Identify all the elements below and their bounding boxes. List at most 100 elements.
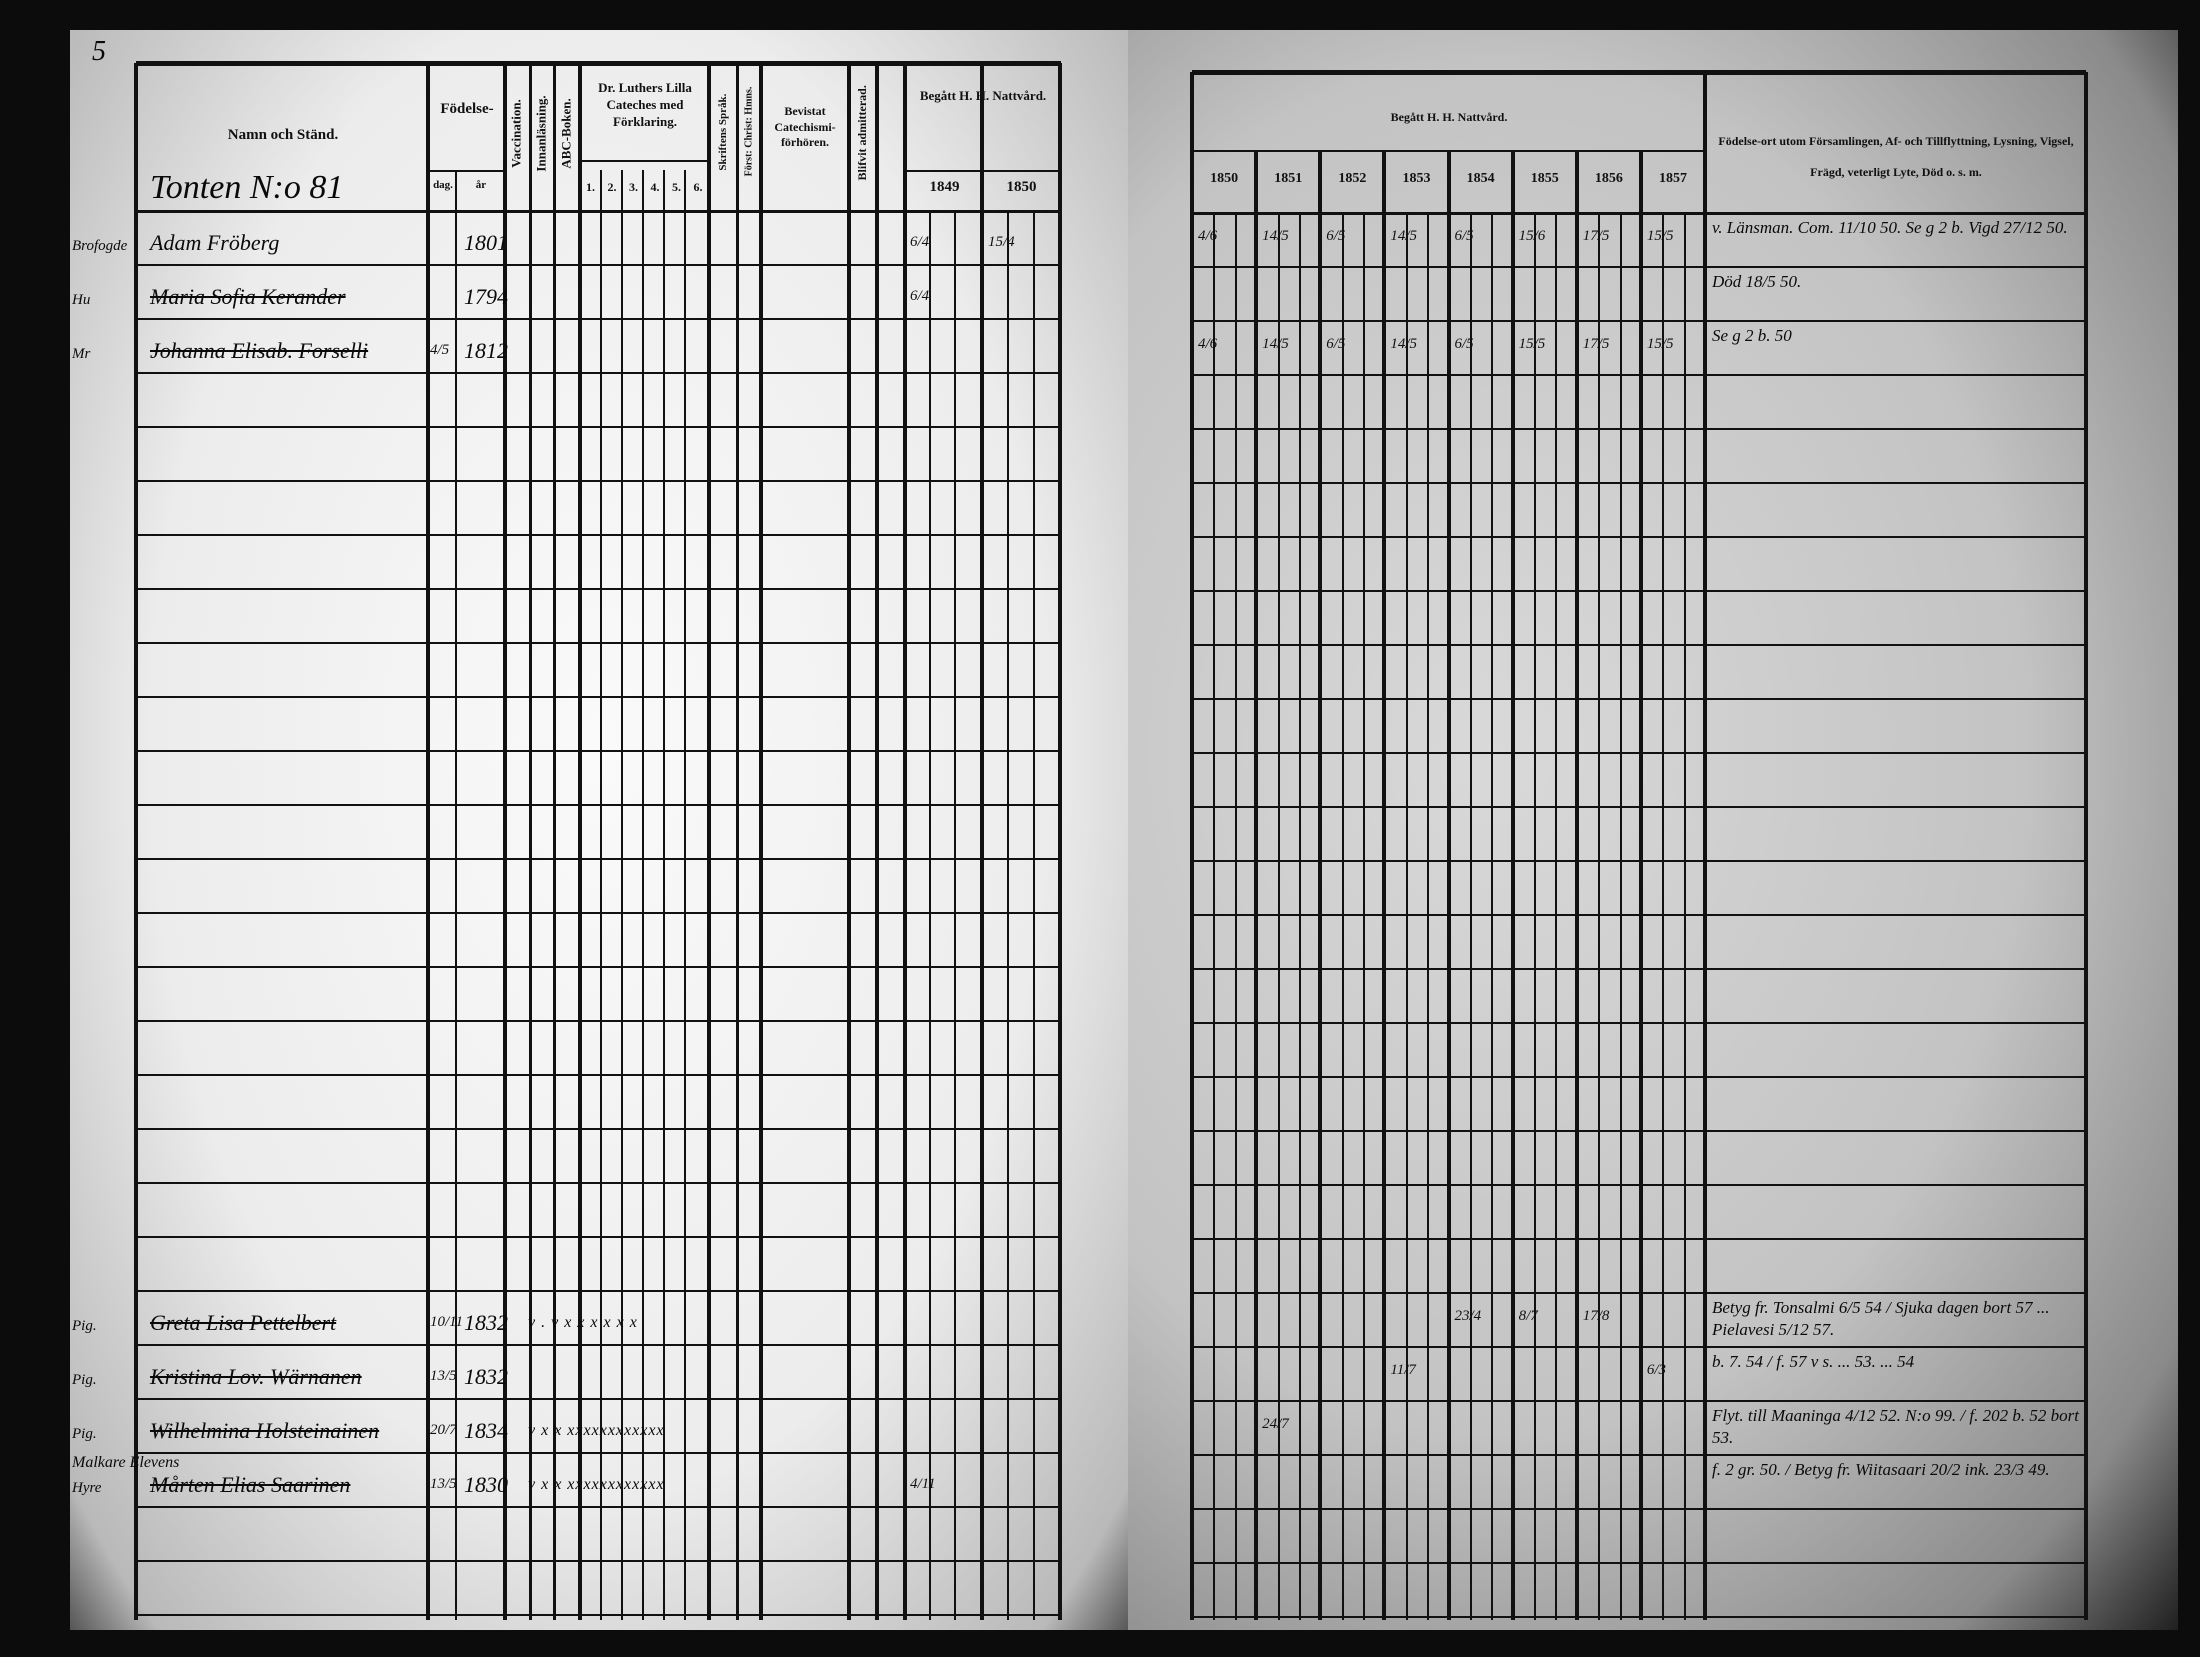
column-border xyxy=(578,63,582,1620)
column-border xyxy=(1683,212,1686,1620)
row-line xyxy=(1192,644,2086,646)
communion-mark: 14/5 xyxy=(1390,336,1418,352)
column-border xyxy=(1703,72,1707,1620)
row-line xyxy=(136,1020,1060,1022)
row-line xyxy=(1192,374,2086,376)
communion-mark: 23/4 xyxy=(1454,1308,1482,1324)
column-border xyxy=(759,63,763,1620)
entry-marks: v x x xxxxxxxxxxxx xyxy=(528,1422,665,1439)
column-border xyxy=(1427,212,1430,1620)
communion-mark: 4/6 xyxy=(1198,336,1218,352)
row-line xyxy=(136,1290,1060,1292)
row-line xyxy=(1192,1400,2086,1402)
header-bottom xyxy=(1192,212,2086,215)
communion-mark: 11/7 xyxy=(1390,1362,1416,1378)
header-luther-part: 3. xyxy=(629,180,638,194)
entry-title: Pig. xyxy=(72,1318,97,1334)
header-luther: Dr. Luthers Lilla Cateches med Förklarin… xyxy=(598,80,692,129)
row-line xyxy=(136,534,1060,536)
entry-birth-year: 1812 xyxy=(464,338,508,363)
row-line xyxy=(1192,1346,2086,1348)
entry-name: Greta Lisa Pettelbert xyxy=(150,1310,337,1335)
entry-communion: 6/4 xyxy=(910,288,930,304)
remark: b. 7. 54 / f. 57 v s. ... 53. ... 54 xyxy=(1712,1352,1915,1371)
communion-mark: 14/5 xyxy=(1262,336,1289,352)
communion-mark: 17/5 xyxy=(1582,336,1610,352)
row-line xyxy=(1192,266,2086,268)
row-line xyxy=(136,804,1060,806)
entry-title: Mr xyxy=(72,346,91,362)
communion-mark: 6/5 xyxy=(1454,228,1474,244)
row-line xyxy=(1192,536,2086,538)
header-birth-day: dag. xyxy=(433,179,453,191)
entry-birth-year: 1794 xyxy=(464,284,508,309)
column-border xyxy=(455,170,457,1620)
column-border xyxy=(621,170,623,1620)
entry-title: Hyre xyxy=(72,1480,102,1496)
row-line xyxy=(136,642,1060,644)
remark: Betyg fr. Tonsalmi 6/5 54 / Sjuka dagen … xyxy=(1712,1298,2050,1340)
subheader-line xyxy=(1192,150,1705,152)
row-line xyxy=(1192,806,2086,808)
column-border xyxy=(663,170,665,1620)
entry-marks: v x x xxxxxxxxxxxx xyxy=(528,1476,665,1493)
column-border xyxy=(600,170,602,1620)
remark: Död 18/5 50. xyxy=(1712,272,1802,291)
column-border xyxy=(553,63,556,1620)
entry-name: Adam Fröberg xyxy=(150,230,280,255)
column-border xyxy=(1277,212,1280,1620)
header-year-1850: 1850 xyxy=(1006,179,1037,195)
column-border xyxy=(1298,212,1301,1620)
column-border xyxy=(875,63,879,1620)
header-year-1851: 1851 xyxy=(1274,171,1303,186)
column-border xyxy=(134,63,138,1620)
subheader-line xyxy=(905,170,1060,172)
column-border xyxy=(1007,210,1009,1620)
column-border xyxy=(1491,212,1494,1620)
header-luther-part: 6. xyxy=(693,180,703,194)
entry-communion: 15/4 xyxy=(988,234,1015,250)
header-vaccination: Vaccination. xyxy=(508,99,524,168)
header-admitted: Blifvit admitterad. xyxy=(855,85,870,181)
row-line xyxy=(1192,1292,2086,1294)
column-border xyxy=(684,170,686,1620)
communion-mark: 6/3 xyxy=(1646,1362,1667,1378)
entry-birth-day: 20/7 xyxy=(430,1422,457,1438)
header-luther-part: 1. xyxy=(586,180,595,194)
subheader-line xyxy=(428,170,505,172)
header-luther-part: 5. xyxy=(672,180,681,194)
row-line xyxy=(1192,1508,2086,1510)
column-border xyxy=(1662,212,1665,1620)
row-line xyxy=(136,1344,1060,1346)
row-line xyxy=(1192,1022,2086,1024)
row-line xyxy=(1192,428,2086,430)
column-border xyxy=(1510,150,1515,1620)
row-line xyxy=(1192,1076,2086,1078)
header-birth: Födelse- xyxy=(440,101,494,117)
column-border xyxy=(1574,150,1579,1620)
communion-mark: 17/5 xyxy=(1582,228,1610,244)
header-remarks: Födelse-ort utom Församlingen, Af- och T… xyxy=(1718,134,2074,180)
column-border xyxy=(1405,212,1408,1620)
right-page xyxy=(1128,30,2178,1630)
column-border xyxy=(1469,212,1472,1620)
entry-title: Hu xyxy=(72,292,91,308)
row-line xyxy=(1192,968,2086,970)
entry-birth-year: 1801 xyxy=(464,230,508,255)
remark: v. Länsman. Com. 11/10 50. Se g 2 b. Vig… xyxy=(1712,218,2068,237)
column-border xyxy=(2084,72,2088,1620)
row-line xyxy=(136,1398,1060,1400)
column-border xyxy=(1446,150,1451,1620)
row-line xyxy=(1192,752,2086,754)
row-line xyxy=(136,750,1060,752)
row-line xyxy=(136,426,1060,428)
column-border xyxy=(1190,72,1194,1620)
column-border xyxy=(1033,210,1035,1620)
header-luther-part: 2. xyxy=(607,180,617,194)
communion-mark: 15/5 xyxy=(1518,336,1546,352)
row-line xyxy=(136,264,1060,266)
header-luther-part: 4. xyxy=(650,180,660,194)
header-year-1855: 1855 xyxy=(1530,171,1559,186)
row-line xyxy=(1192,590,2086,592)
entry-birth-year: 1832 xyxy=(464,1364,508,1389)
